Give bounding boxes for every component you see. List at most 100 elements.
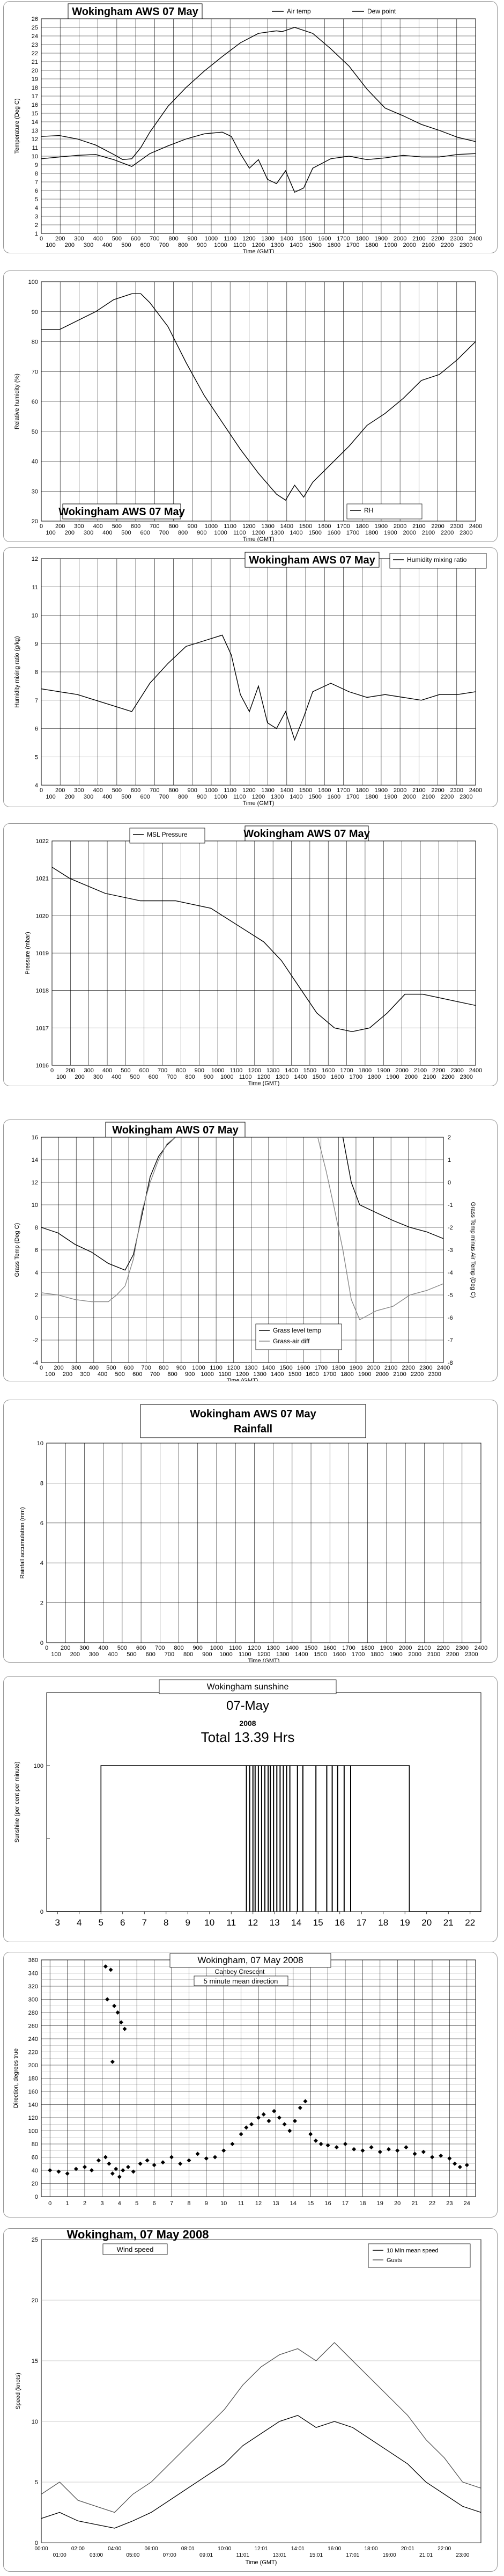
y-tick-label: 160 (28, 2089, 38, 2095)
direction-point (195, 2151, 200, 2156)
x-tick-label-top: 1400 (280, 523, 293, 530)
chart-title: Wokingham AWS 07 May (249, 554, 375, 566)
x-tick-label-bottom: 300 (89, 1651, 99, 1658)
x-tick-label-bottom: 600 (140, 242, 150, 248)
x-tick-label-bottom: 2300 (459, 794, 472, 800)
x-tick-label-bottom: 1700 (323, 1371, 336, 1378)
x-tick-label-bottom: 800 (183, 1651, 193, 1658)
x-tick-label-top: 900 (193, 1645, 203, 1651)
x-tick-label-top: 1700 (340, 1067, 353, 1074)
x-tick-label-bottom: 1200 (252, 242, 265, 248)
x-tick-label-bottom: 1500 (288, 1371, 301, 1378)
x-tick-label-top: 1100 (229, 1645, 242, 1651)
y-tick-label: 2 (35, 222, 38, 229)
x-tick-label-bottom: 700 (165, 1651, 174, 1658)
x-tick-label-bottom: 900 (204, 1074, 213, 1080)
x-tick-label-top: 500 (112, 787, 122, 794)
direction-point (110, 2059, 115, 2064)
x-axis-label: Time (GMT) (243, 536, 275, 541)
x-tick-label-top: 300 (71, 1365, 81, 1371)
x-tick-label-top: 400 (89, 1365, 99, 1371)
direction-point (266, 2119, 271, 2124)
x-tick-label: 20 (421, 1918, 432, 1928)
x-tick-label-bottom: 1600 (328, 242, 340, 248)
x-tick-label-top: 800 (174, 1645, 183, 1651)
x-tick-label-bottom: 100 (45, 1371, 55, 1378)
y-tick-label: 200 (28, 2062, 38, 2069)
x-tick-label: 4 (118, 2200, 121, 2207)
chart-title: Wokingham AWS 07 May (72, 6, 198, 18)
x-tick-label-bottom: 1800 (370, 1651, 383, 1658)
x-tick-label-top: 1500 (299, 787, 312, 794)
x-tick-label-bottom: 300 (84, 530, 93, 536)
x-tick-label-bottom: 1800 (340, 1371, 353, 1378)
x-tick-label: 5 (135, 2200, 138, 2207)
x-tick-label-bottom: 1700 (346, 794, 359, 800)
legend-label: 10 Min mean speed (387, 2248, 439, 2254)
direction-point (108, 1967, 113, 1972)
chart-year: 2008 (239, 1719, 256, 1728)
x-tick-label-bottom: 700 (159, 530, 169, 536)
x-tick-label-bottom: 1300 (276, 1074, 288, 1080)
x-tick-label-bottom: 200 (65, 242, 75, 248)
x-tick-label-bottom: 2300 (460, 1074, 473, 1080)
x-tick-label-top: 900 (195, 1067, 204, 1074)
y-tick-label: -2 (33, 1337, 38, 1344)
y-tick-label: 9 (35, 641, 38, 647)
plot-area (46, 1692, 481, 1912)
x-tick-label-bottom: 100 (46, 794, 55, 800)
legend-label: MSL Pressure (147, 831, 188, 838)
y-tick-label: 40 (32, 459, 38, 465)
direction-point (256, 2116, 261, 2120)
x-tick-label-bottom: 2000 (376, 1371, 389, 1378)
y-tick-label: 100 (28, 2128, 38, 2135)
x-tick-label-bottom: 1300 (271, 794, 284, 800)
x-tick-label-bottom: 07:00 (163, 2552, 176, 2558)
x-tick-label-top: 1200 (227, 1365, 240, 1371)
x-tick-label-top: 500 (112, 236, 122, 242)
x-tick-label-bottom: 2000 (403, 530, 416, 536)
x-tick-label-bottom: 500 (121, 242, 131, 248)
x-tick-label-bottom: 1800 (368, 1074, 381, 1080)
y-tick-label: 80 (32, 339, 38, 346)
y2-tick-label: -4 (448, 1270, 453, 1276)
series-line (41, 2414, 481, 2529)
y-tick-label: 240 (28, 2036, 38, 2043)
y-tick-label: 25 (32, 25, 38, 31)
direction-point (115, 2010, 120, 2015)
x-tick-label-top: 1200 (242, 236, 255, 242)
direction-point (421, 2149, 426, 2154)
x-tick-label-bottom: 1300 (253, 1371, 266, 1378)
temperature-chart-svg: 1234567891011121314151617181920212223242… (14, 3, 482, 253)
legend-label: Gusts (387, 2257, 402, 2264)
x-tick-label-bottom: 500 (121, 530, 131, 536)
x-tick-label-top: 700 (155, 1645, 165, 1651)
direction-point (360, 2148, 365, 2153)
direction-point (131, 2169, 136, 2174)
x-tick-label-bottom: 1400 (290, 242, 302, 248)
y-tick-label: 6 (35, 1247, 38, 1254)
x-tick-label-top: 200 (55, 236, 65, 242)
x-tick-label: 12 (255, 2200, 262, 2207)
x-tick-label: 18 (378, 1918, 388, 1928)
x-tick-label-top: 400 (102, 1067, 112, 1074)
legend-box (346, 503, 423, 519)
x-tick-label-bottom: 11:01 (236, 2552, 250, 2558)
x-tick-label-bottom: 1400 (295, 1651, 308, 1658)
x-tick-label-top: 2200 (402, 1365, 415, 1371)
x-tick-label-bottom: 600 (149, 1074, 158, 1080)
chart-title: Wokingham AWS 07 May (58, 506, 185, 518)
x-tick-label-top: 2000 (395, 1067, 408, 1074)
y-tick-label: 8 (35, 171, 38, 177)
x-tick-label-bottom: 200 (65, 794, 75, 800)
temperature-chart: 1 2 3 4 5 6 7 8 9 10 11 12 13 14 15 16 17 18 19 20 21 22 23 24 2… (3, 1, 498, 253)
x-tick-label-bottom: 1700 (346, 242, 359, 248)
y-tick-label: 0 (35, 1315, 38, 1321)
direction-point (343, 2142, 347, 2146)
x-tick-label-top: 1500 (279, 1365, 292, 1371)
x-tick-label-bottom: 19:00 (383, 2552, 396, 2558)
x-tick-label-top: 300 (74, 787, 84, 794)
x-tick-label: 8 (164, 1918, 168, 1928)
